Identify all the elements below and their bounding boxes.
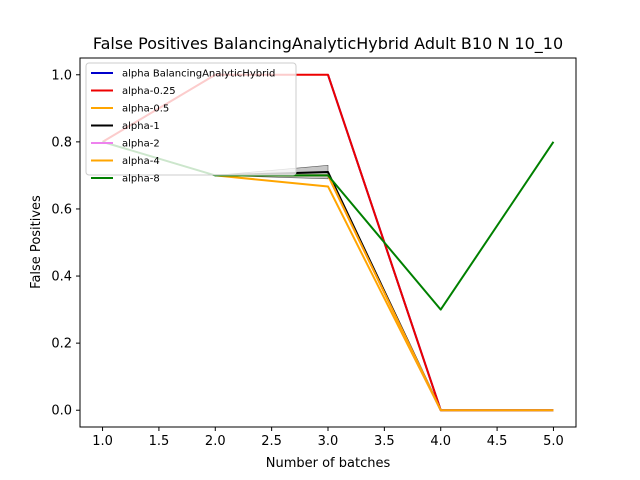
legend-entry-label: alpha-4 (122, 156, 160, 167)
legend-entry-label: alpha BalancingAnalyticHybrid (122, 69, 275, 80)
legend: alpha BalancingAnalyticHybrid alpha-0.25 a… (85, 62, 297, 185)
x-tick-label: 2.0 (205, 434, 226, 449)
x-tick-label: 4.5 (487, 434, 508, 449)
legend-entry-label: alpha-2 (122, 139, 160, 150)
chart-title: False Positives BalancingAnalyticHybrid … (93, 34, 563, 54)
x-tick-label: 2.5 (261, 434, 282, 449)
y-tick-label: 0.4 (51, 270, 72, 285)
x-tick-label: 5.0 (543, 434, 564, 449)
legend-entry-label: alpha-0.25 (122, 86, 176, 97)
x-tick-label: 1.5 (149, 434, 170, 449)
legend-entry-label: alpha-0.5 (122, 104, 169, 115)
legend-entry-label: alpha-8 (122, 174, 160, 185)
legend-box (85, 62, 297, 176)
y-tick-label: 0.2 (51, 337, 72, 352)
x-tick-label: 3.5 (374, 434, 395, 449)
y-tick-label: 0.0 (51, 404, 72, 419)
legend-entry-label: alpha-1 (122, 121, 160, 132)
y-tick-label: 1.0 (51, 68, 72, 83)
y-tick-label: 0.8 (51, 135, 72, 150)
x-tick-label: 4.0 (430, 434, 451, 449)
y-axis-title: False Positives (29, 195, 44, 289)
y-tick-label: 0.6 (51, 202, 72, 217)
x-tick-label: 1.0 (92, 434, 113, 449)
x-axis-title: Number of batches (266, 456, 391, 471)
x-tick-label: 3.0 (318, 434, 339, 449)
